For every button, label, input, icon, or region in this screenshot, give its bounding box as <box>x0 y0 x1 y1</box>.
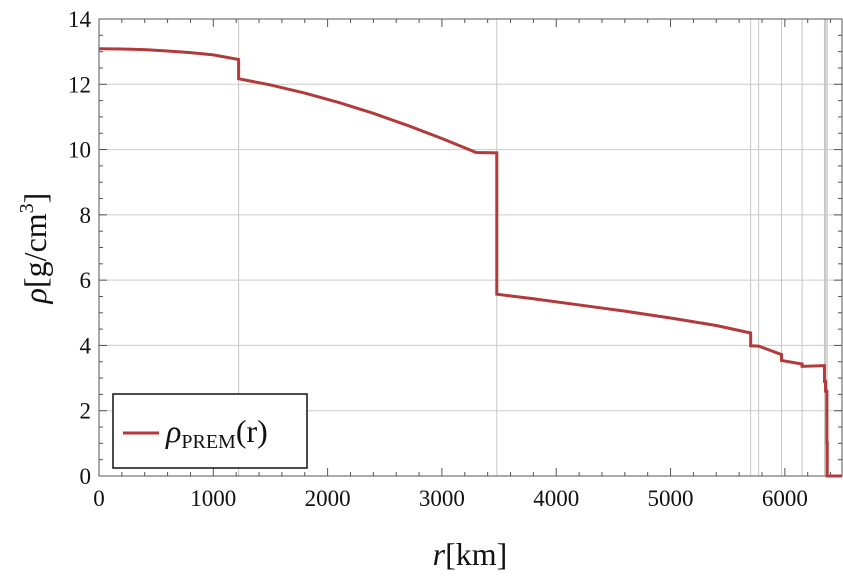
legend-symbol: ρ <box>165 413 181 449</box>
x-tick-label: 0 <box>93 486 105 511</box>
x-tick-label: 3000 <box>419 486 465 511</box>
series-layer <box>98 47 842 478</box>
x-tick-label: 1000 <box>190 486 236 511</box>
y-tick-label: 4 <box>80 333 92 358</box>
y-axis-unit: [g/cm <box>17 213 53 288</box>
x-axis-symbol: r <box>433 536 446 572</box>
y-tick-label: 0 <box>80 464 92 489</box>
x-tick-label: 2000 <box>305 486 351 511</box>
legend-subscript: PREM <box>181 431 236 453</box>
legend-box <box>112 393 308 469</box>
tick-labels-layer: 0 1000 2000 3000 4000 5000 6000 0 2 4 6 8 10 12 14 <box>68 7 808 511</box>
y-axis-unit-close: ] <box>17 193 53 204</box>
y-tick-label: 10 <box>68 138 91 163</box>
ticks-layer <box>98 18 842 477</box>
y-tick-label: 6 <box>80 268 92 293</box>
y-tick-label: 14 <box>68 7 92 32</box>
x-axis-unit: [km] <box>445 536 507 572</box>
y-tick-label: 12 <box>68 72 91 97</box>
prem-density-line <box>98 47 842 478</box>
x-tick-label: 4000 <box>533 486 579 511</box>
x-axis-title: r[km] <box>433 536 508 572</box>
y-axis-unit-superscript: 3 <box>16 203 38 213</box>
x-tick-label: 5000 <box>648 486 694 511</box>
legend-label: ρPREM(r) <box>165 413 268 453</box>
x-tick-label: 6000 <box>762 486 808 511</box>
legend: ρPREM(r) <box>112 393 308 469</box>
y-axis-symbol: ρ <box>17 288 53 304</box>
y-axis-title: ρ[g/cm3] <box>16 193 53 305</box>
y-tick-label: 2 <box>80 399 92 424</box>
legend-argument: (r) <box>236 413 268 449</box>
y-tick-label: 8 <box>80 203 92 228</box>
